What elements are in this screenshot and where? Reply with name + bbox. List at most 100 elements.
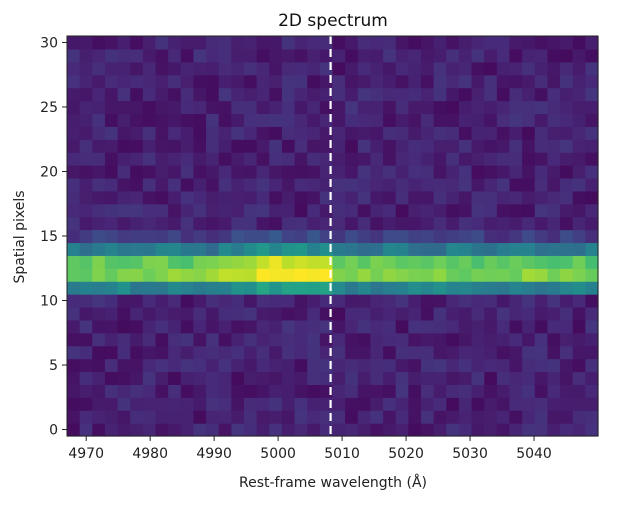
heatmap-cell (155, 126, 169, 140)
heatmap-cell (370, 242, 384, 256)
heatmap-cell (357, 48, 372, 63)
heatmap-cell (79, 216, 93, 231)
heatmap-cell (130, 229, 144, 244)
heatmap-cell (193, 229, 207, 244)
heatmap-cell (180, 345, 195, 360)
heatmap-cell (332, 371, 346, 385)
heatmap-cell (560, 332, 574, 347)
heatmap-cell (307, 358, 321, 373)
heatmap-cell (307, 139, 321, 153)
heatmap-cell (281, 306, 296, 321)
heatmap-cell (345, 126, 359, 140)
heatmap-cell (180, 216, 195, 231)
heatmap-cell (244, 410, 258, 424)
heatmap-cell (446, 203, 460, 218)
heatmap-cell (572, 371, 586, 385)
heatmap-cell (560, 74, 574, 89)
heatmap-cell (383, 255, 397, 269)
heatmap-cell (244, 100, 258, 115)
heatmap-cell (534, 242, 549, 256)
heatmap-cell (471, 229, 485, 244)
heatmap-cell (269, 242, 283, 256)
heatmap-cell (67, 139, 81, 153)
heatmap-cell (370, 332, 384, 347)
heatmap-cell (168, 139, 182, 153)
heatmap-cell (231, 61, 245, 76)
heatmap-cell (345, 100, 359, 115)
heatmap-cell (307, 61, 321, 76)
heatmap-cell (433, 113, 447, 127)
heatmap-cell (269, 306, 283, 321)
heatmap-cell (357, 332, 372, 347)
heatmap-cell (269, 410, 283, 424)
heatmap-cell (496, 87, 511, 102)
heatmap-cell (117, 190, 131, 205)
heatmap-cell (332, 139, 346, 153)
heatmap-cell (206, 345, 220, 360)
heatmap-cell (585, 358, 599, 373)
heatmap-cell (244, 165, 258, 179)
heatmap-cell (281, 268, 296, 282)
heatmap-cell (572, 345, 586, 360)
heatmap-cell (408, 294, 422, 308)
heatmap-cell (168, 229, 182, 244)
heatmap-cell (357, 268, 372, 282)
heatmap-cell (206, 87, 220, 102)
heatmap-cell (560, 371, 574, 385)
heatmap-cell (332, 268, 346, 282)
heatmap-cell (572, 113, 586, 127)
heatmap-cell (547, 190, 561, 205)
heatmap-cell (256, 87, 270, 102)
heatmap-cell (433, 268, 447, 282)
heatmap-cell (421, 281, 435, 295)
heatmap-cell (218, 281, 232, 295)
heatmap-cell (92, 126, 106, 140)
heatmap-cell (155, 397, 169, 411)
heatmap-cell (484, 410, 498, 424)
heatmap-cell (496, 177, 511, 192)
heatmap-cell (471, 294, 485, 308)
heatmap-cell (256, 358, 270, 373)
heatmap-cell (79, 345, 93, 360)
heatmap-cell (383, 242, 397, 256)
heatmap-cell (130, 268, 144, 282)
heatmap-cell (307, 281, 321, 295)
heatmap-cell (345, 423, 359, 437)
heatmap-cell (206, 410, 220, 424)
heatmap-cell (547, 306, 561, 321)
heatmap-cell (370, 126, 384, 140)
heatmap-cell (256, 294, 270, 308)
heatmap-cell (193, 423, 207, 437)
heatmap-cell (193, 48, 207, 63)
heatmap-cell (104, 242, 119, 256)
heatmap-cell (269, 87, 283, 102)
heatmap-cell (560, 36, 574, 50)
heatmap-cell (92, 36, 106, 50)
heatmap-cell (421, 152, 435, 166)
heatmap-cell (357, 113, 372, 127)
heatmap-cell (142, 294, 157, 308)
heatmap-cell (193, 165, 207, 179)
heatmap-cell (155, 152, 169, 166)
heatmap-cell (572, 190, 586, 205)
heatmap-cell (193, 100, 207, 115)
heatmap-cell (67, 36, 81, 50)
heatmap-cell (206, 165, 220, 179)
heatmap-cell (104, 268, 119, 282)
heatmap-cell (130, 255, 144, 269)
heatmap-cell (231, 165, 245, 179)
heatmap-cell (180, 371, 195, 385)
heatmap-cell (67, 126, 81, 140)
heatmap-cell (408, 100, 422, 115)
heatmap-cell (383, 126, 397, 140)
heatmap-cell (357, 410, 372, 424)
x-tick-label: 5000 (260, 446, 296, 462)
heatmap-cell (395, 255, 409, 269)
heatmap-cell (168, 281, 182, 295)
heatmap-cell (244, 87, 258, 102)
heatmap-cell (244, 48, 258, 63)
heatmap-cell (155, 87, 169, 102)
heatmap-cell (534, 152, 549, 166)
heatmap-cell (307, 242, 321, 256)
heatmap-cell (357, 371, 372, 385)
